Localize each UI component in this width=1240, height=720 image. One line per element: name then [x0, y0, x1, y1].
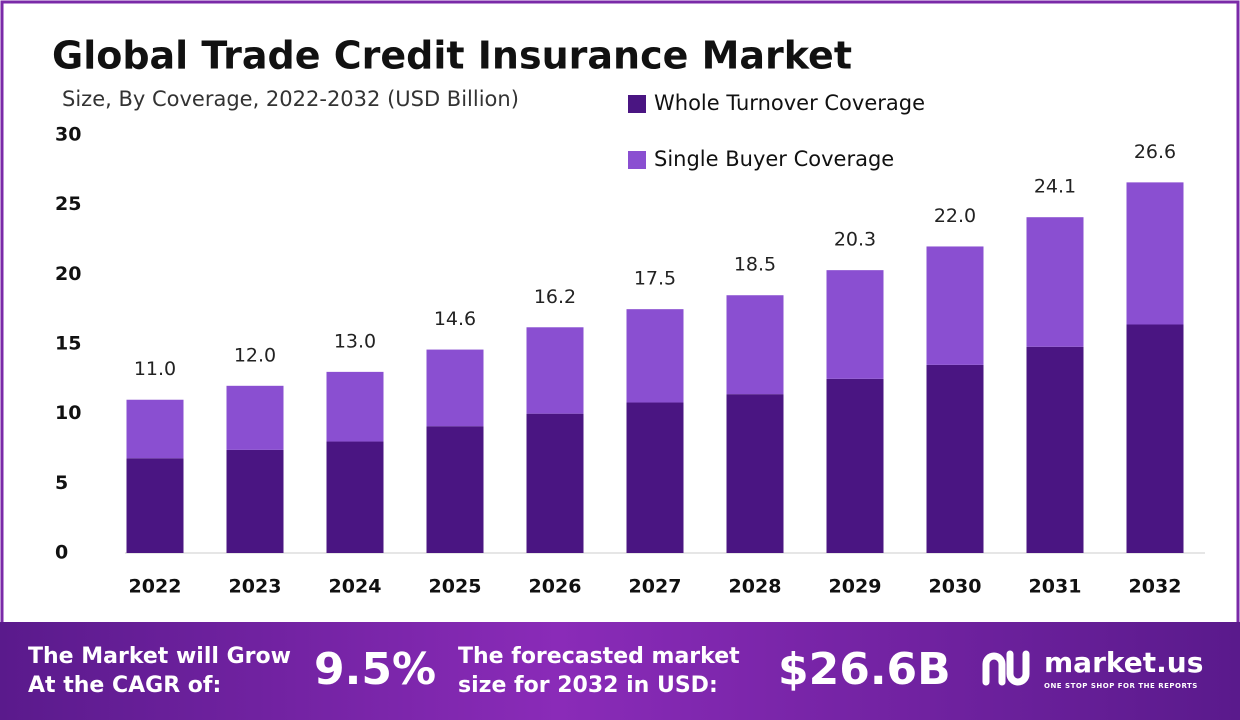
bar-segment [326, 441, 384, 553]
brand: market.us [1044, 646, 1204, 679]
forecast-line: size for 2032 in USD: [458, 673, 718, 698]
x-tick-label: 2029 [829, 576, 882, 598]
bar-segment [1026, 217, 1084, 347]
bar-segment [626, 309, 684, 403]
bar-segment [826, 270, 884, 379]
bar-segment [626, 402, 684, 553]
x-tick-label: 2026 [529, 576, 582, 598]
total-label: 17.5 [634, 268, 676, 290]
frame [0, 0, 1240, 622]
chart-title: Global Trade Credit Insurance Market [52, 34, 852, 78]
bar-segment [1026, 346, 1084, 553]
bar-segment [926, 246, 984, 365]
y-tick-label: 5 [55, 472, 68, 494]
x-tick-label: 2025 [429, 576, 482, 598]
total-label: 26.6 [1134, 141, 1176, 163]
total-label: 16.2 [534, 286, 576, 308]
bar-segment [726, 394, 784, 553]
bar-segment [226, 385, 284, 450]
forecast-line: The forecasted market [458, 644, 740, 669]
bar-segment [726, 295, 784, 395]
total-label: 14.6 [434, 308, 476, 330]
x-tick-label: 2027 [629, 576, 682, 598]
cagr-line: At the CAGR of: [28, 673, 222, 698]
bar-segment [426, 426, 484, 553]
bar-segment [526, 413, 584, 553]
forecast-value: $26.6B [778, 644, 951, 695]
x-tick-label: 2022 [129, 576, 182, 598]
total-label: 24.1 [1034, 176, 1076, 198]
bar-segment [826, 378, 884, 553]
y-tick-label: 25 [55, 193, 81, 215]
y-tick-label: 20 [55, 263, 81, 285]
chart: Global Trade Credit Insurance Market Siz… [0, 0, 1240, 622]
bar-segment [926, 364, 984, 553]
bar-segment [526, 327, 584, 414]
tagline: ONE STOP SHOP FOR THE REPORTS [1044, 682, 1198, 690]
chart-subtitle: Size, By Coverage, 2022-2032 (USD Billio… [62, 87, 519, 111]
legend-swatch [628, 95, 646, 113]
cagr-value: 9.5% [314, 644, 437, 695]
cagr-text: The Market will Grow At the CAGR of: [28, 642, 291, 700]
total-label: 12.0 [234, 344, 276, 366]
total-label: 20.3 [834, 229, 876, 251]
footer: The Market will Grow At the CAGR of: 9.5%… [0, 622, 1240, 720]
x-tick-label: 2032 [1129, 576, 1182, 598]
total-label: 22.0 [934, 205, 976, 227]
bar-segment [1126, 324, 1184, 553]
x-tick-label: 2031 [1029, 576, 1082, 598]
forecast-text: The forecasted market size for 2032 in US… [458, 642, 740, 700]
y-tick-label: 15 [55, 333, 81, 355]
legend-label: Whole Turnover Coverage [654, 91, 925, 115]
x-tick-label: 2023 [229, 576, 282, 598]
x-tick-label: 2030 [929, 576, 982, 598]
cagr-line: The Market will Grow [28, 644, 291, 669]
total-label: 18.5 [734, 254, 776, 276]
legend-swatch [628, 151, 646, 169]
bar-segment [126, 458, 184, 553]
bar-segment [226, 449, 284, 553]
legend-label: Single Buyer Coverage [654, 147, 894, 171]
y-tick-label: 10 [55, 402, 81, 424]
bar-segment [326, 371, 384, 442]
y-tick-label: 0 [55, 542, 68, 564]
bar-segment [126, 399, 184, 459]
logo-icon [982, 650, 1030, 686]
total-label: 13.0 [334, 330, 376, 352]
bar-segment [1126, 182, 1184, 325]
total-label: 11.0 [134, 358, 176, 380]
bar-segment [426, 349, 484, 427]
x-tick-label: 2024 [329, 576, 382, 598]
y-tick-label: 30 [55, 124, 81, 146]
x-tick-label: 2028 [729, 576, 782, 598]
